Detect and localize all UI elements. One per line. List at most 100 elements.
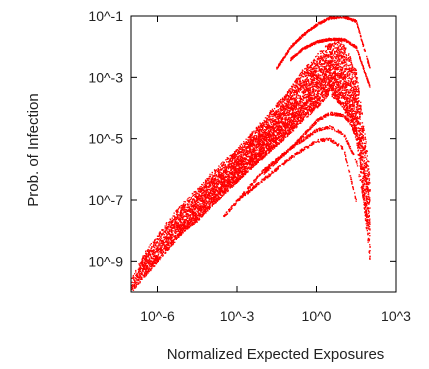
data-point — [228, 164, 230, 166]
data-point — [280, 139, 282, 141]
data-point — [360, 138, 362, 140]
data-point — [310, 71, 312, 73]
data-point — [198, 209, 200, 211]
data-point — [251, 154, 253, 157]
data-point — [360, 126, 363, 128]
data-point — [282, 109, 284, 111]
data-point — [227, 184, 229, 186]
data-point — [327, 64, 329, 66]
data-point — [177, 211, 179, 213]
data-point — [247, 145, 249, 148]
data-point — [176, 214, 178, 216]
data-point — [331, 83, 333, 85]
data-point — [236, 162, 238, 164]
data-point — [196, 204, 199, 206]
data-point — [214, 195, 217, 197]
data-point — [288, 114, 290, 116]
data-point — [280, 100, 282, 102]
data-point — [175, 221, 177, 223]
data-point — [154, 253, 156, 255]
data-point — [246, 156, 249, 158]
data-point — [368, 173, 371, 175]
data-point — [337, 46, 339, 48]
data-point — [218, 197, 220, 199]
data-point — [268, 145, 270, 148]
data-point — [184, 210, 186, 213]
data-point — [324, 82, 327, 85]
data-point — [157, 251, 159, 254]
data-point — [286, 127, 288, 129]
data-point — [184, 204, 186, 207]
data-point — [173, 238, 175, 241]
data-point — [271, 139, 273, 141]
data-point — [160, 252, 162, 254]
data-point — [164, 236, 167, 238]
data-point — [288, 133, 290, 135]
data-point — [187, 197, 189, 200]
data-point — [289, 90, 291, 92]
data-point — [348, 100, 350, 102]
data-point — [360, 156, 362, 158]
data-point — [134, 281, 136, 283]
data-point — [250, 140, 252, 142]
data-point — [352, 97, 354, 99]
data-point — [329, 79, 331, 81]
data-point — [319, 97, 322, 99]
data-point — [295, 108, 298, 110]
data-point — [365, 143, 367, 145]
data-point — [139, 272, 141, 274]
data-point — [316, 83, 318, 85]
data-point — [352, 69, 355, 71]
data-point — [366, 158, 368, 160]
data-point — [220, 196, 222, 199]
data-point — [169, 225, 172, 227]
data-point — [274, 119, 276, 121]
data-point — [272, 130, 274, 132]
data-point — [333, 71, 335, 73]
data-point — [351, 78, 353, 80]
data-point — [325, 86, 328, 88]
data-point — [296, 82, 298, 84]
data-point — [305, 97, 307, 99]
data-point — [155, 243, 157, 245]
data-point — [224, 192, 226, 194]
data-point — [303, 107, 305, 109]
data-point — [275, 106, 278, 108]
data-point — [261, 140, 263, 143]
data-point — [352, 118, 355, 121]
data-point — [177, 208, 180, 210]
data-point — [250, 149, 252, 151]
data-point — [327, 87, 329, 90]
data-point — [275, 144, 277, 146]
data-point — [169, 220, 171, 223]
data-point — [165, 232, 167, 235]
data-point — [279, 112, 281, 114]
data-point — [247, 159, 249, 161]
data-point — [284, 133, 286, 136]
data-point — [325, 67, 327, 69]
data-point — [279, 138, 281, 141]
data-point — [343, 107, 345, 109]
data-point — [281, 103, 283, 105]
data-point — [286, 133, 289, 136]
data-point — [317, 107, 319, 109]
data-point — [252, 146, 254, 148]
data-point — [349, 102, 351, 104]
data-point — [328, 64, 330, 66]
data-point — [320, 86, 323, 89]
data-point — [251, 142, 253, 145]
data-point — [151, 262, 153, 264]
data-point — [156, 248, 158, 250]
data-point — [198, 214, 201, 216]
data-point — [155, 248, 157, 250]
data-point — [328, 62, 330, 65]
data-point — [193, 198, 195, 201]
data-point — [241, 173, 243, 175]
data-point — [335, 62, 337, 64]
data-point — [291, 101, 293, 103]
data-point — [308, 106, 310, 108]
data-point — [313, 77, 315, 79]
data-point — [362, 130, 364, 132]
data-point — [329, 61, 331, 63]
data-point — [307, 116, 309, 118]
